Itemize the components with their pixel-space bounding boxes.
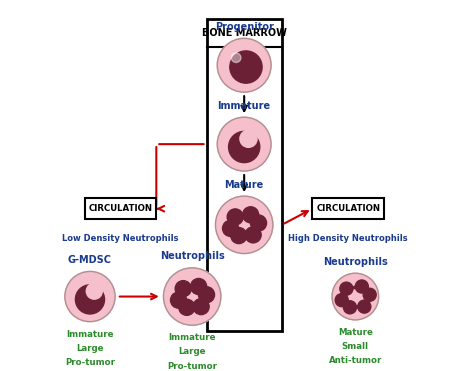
Circle shape bbox=[231, 53, 241, 63]
Text: Anti-tumor: Anti-tumor bbox=[328, 357, 382, 365]
Text: G-MDSC: G-MDSC bbox=[68, 255, 112, 265]
Circle shape bbox=[171, 292, 187, 308]
Text: Low Density Neutrophils: Low Density Neutrophils bbox=[62, 234, 179, 243]
Circle shape bbox=[228, 131, 260, 162]
Bar bbox=[207, 19, 282, 331]
Circle shape bbox=[335, 293, 348, 307]
Text: BONE MARROW: BONE MARROW bbox=[202, 28, 287, 38]
Circle shape bbox=[65, 272, 115, 322]
Text: CIRCULATION: CIRCULATION bbox=[316, 204, 380, 213]
Circle shape bbox=[243, 207, 259, 223]
Bar bbox=[312, 198, 384, 219]
Circle shape bbox=[193, 299, 209, 315]
Text: Pro-tumor: Pro-tumor bbox=[167, 362, 217, 371]
Circle shape bbox=[332, 273, 379, 320]
Text: Pro-tumor: Pro-tumor bbox=[65, 358, 115, 367]
Circle shape bbox=[191, 279, 207, 295]
Circle shape bbox=[340, 282, 353, 295]
Text: Immature: Immature bbox=[218, 101, 271, 111]
Text: Mature: Mature bbox=[225, 180, 264, 190]
Circle shape bbox=[217, 117, 271, 171]
Text: Mature: Mature bbox=[338, 328, 373, 337]
Text: Large: Large bbox=[178, 348, 206, 357]
Circle shape bbox=[231, 227, 247, 244]
Circle shape bbox=[86, 283, 102, 299]
Circle shape bbox=[222, 220, 238, 236]
Circle shape bbox=[356, 280, 368, 293]
Circle shape bbox=[164, 268, 221, 325]
Circle shape bbox=[179, 299, 195, 315]
Circle shape bbox=[250, 215, 266, 231]
Circle shape bbox=[75, 285, 105, 314]
Text: High Density Neutrophils: High Density Neutrophils bbox=[288, 234, 408, 243]
Circle shape bbox=[217, 38, 271, 92]
Text: Neutrophils: Neutrophils bbox=[323, 257, 388, 267]
Text: Small: Small bbox=[342, 342, 369, 351]
Text: Progenitor: Progenitor bbox=[215, 22, 273, 32]
Text: CIRCULATION: CIRCULATION bbox=[89, 204, 153, 213]
Circle shape bbox=[230, 51, 262, 83]
Circle shape bbox=[240, 130, 257, 147]
Circle shape bbox=[199, 287, 215, 303]
Circle shape bbox=[363, 288, 376, 301]
Circle shape bbox=[245, 227, 261, 243]
Text: Immature: Immature bbox=[168, 333, 216, 342]
Text: Neutrophils: Neutrophils bbox=[160, 252, 225, 262]
Circle shape bbox=[344, 301, 356, 314]
Bar bbox=[84, 198, 156, 219]
Circle shape bbox=[358, 300, 371, 313]
Circle shape bbox=[227, 209, 243, 225]
Text: Immature: Immature bbox=[66, 329, 114, 339]
Text: Large: Large bbox=[76, 344, 104, 353]
Circle shape bbox=[175, 280, 191, 297]
Circle shape bbox=[216, 196, 273, 253]
